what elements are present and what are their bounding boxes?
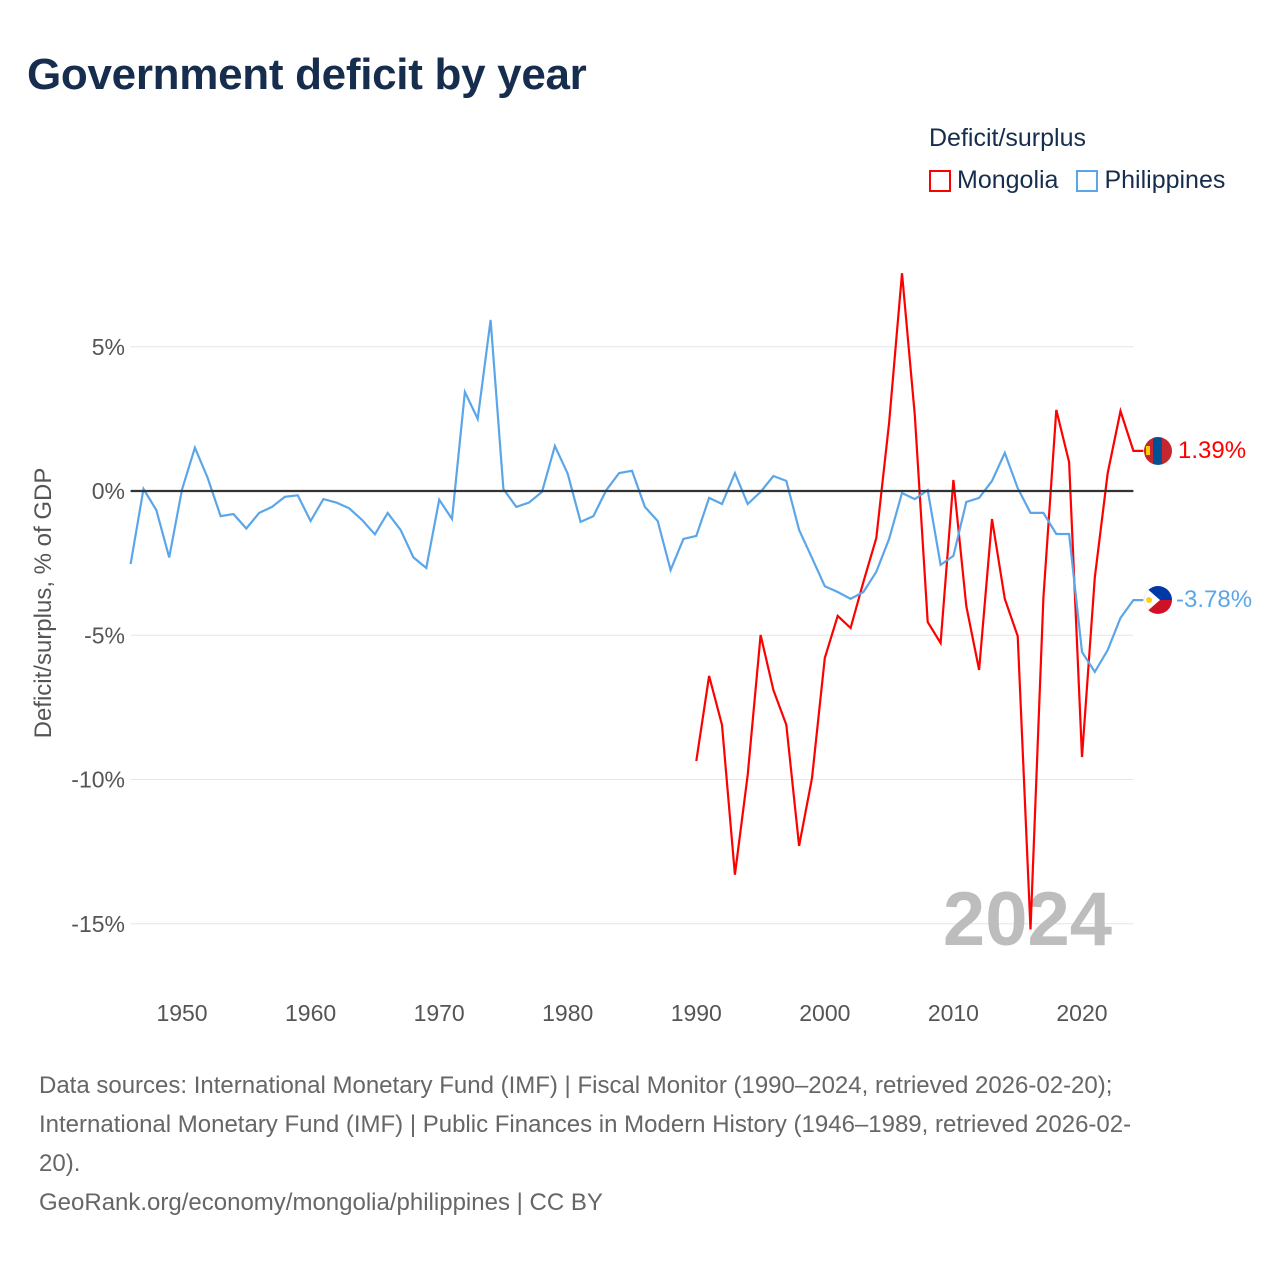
source-line: Data sources: International Monetary Fun…	[39, 1072, 1113, 1099]
series-line-philippines	[129, 319, 1144, 674]
x-tick-label: 1950	[156, 1000, 207, 1026]
legend-title: Deficit/surplus	[929, 124, 1086, 152]
x-tick-label: 1970	[414, 1000, 465, 1026]
flag-philippines-icon	[1144, 586, 1172, 614]
source-line: International Monetary Fund (IMF) | Publ…	[39, 1111, 1132, 1138]
x-tick-label: 2000	[799, 1000, 850, 1026]
watermark-year: 2024	[943, 877, 1112, 962]
source-note: Data sources: International Monetary Fun…	[39, 1066, 1239, 1222]
x-tick-label: 1980	[542, 1000, 593, 1026]
x-tick-label: 2010	[928, 1000, 979, 1026]
source-line: 20).	[39, 1150, 81, 1177]
y-tick-label: -5%	[84, 622, 125, 648]
x-tick-label: 1990	[671, 1000, 722, 1026]
flag-mongolia-icon	[1144, 437, 1172, 465]
y-tick-label: 5%	[92, 334, 125, 360]
x-tick-label: 1960	[285, 1000, 336, 1026]
legend-label-mongolia: Mongolia	[957, 166, 1059, 194]
x-tick-label: 2020	[1056, 1000, 1107, 1026]
page-title: Government deficit by year	[27, 50, 587, 99]
legend-item-mongolia[interactable]: Mongolia	[929, 166, 1058, 195]
y-tick-label: -15%	[71, 911, 125, 937]
y-axis-label: Deficit/surplus, % of GDP	[30, 468, 57, 739]
end-label-mongolia: 1.39%	[1178, 437, 1246, 464]
legend-swatch-mongolia	[929, 169, 951, 192]
legend-swatch-philippines	[1076, 169, 1099, 192]
y-tick-label: -10%	[71, 767, 125, 793]
legend: Mongolia Philippines	[929, 166, 1225, 195]
source-link[interactable]: GeoRank.org/economy/mongolia/philippines…	[39, 1189, 603, 1216]
series-line-mongolia	[695, 273, 1144, 930]
y-tick-label: 0%	[92, 478, 125, 504]
legend-label-philippines: Philippines	[1104, 166, 1226, 194]
legend-item-philippines[interactable]: Philippines	[1076, 166, 1225, 195]
end-label-philippines: -3.78%	[1176, 586, 1252, 613]
